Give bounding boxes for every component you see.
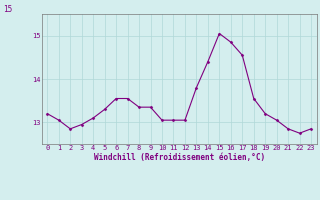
X-axis label: Windchill (Refroidissement éolien,°C): Windchill (Refroidissement éolien,°C) — [94, 153, 265, 162]
Text: 15: 15 — [3, 5, 12, 14]
